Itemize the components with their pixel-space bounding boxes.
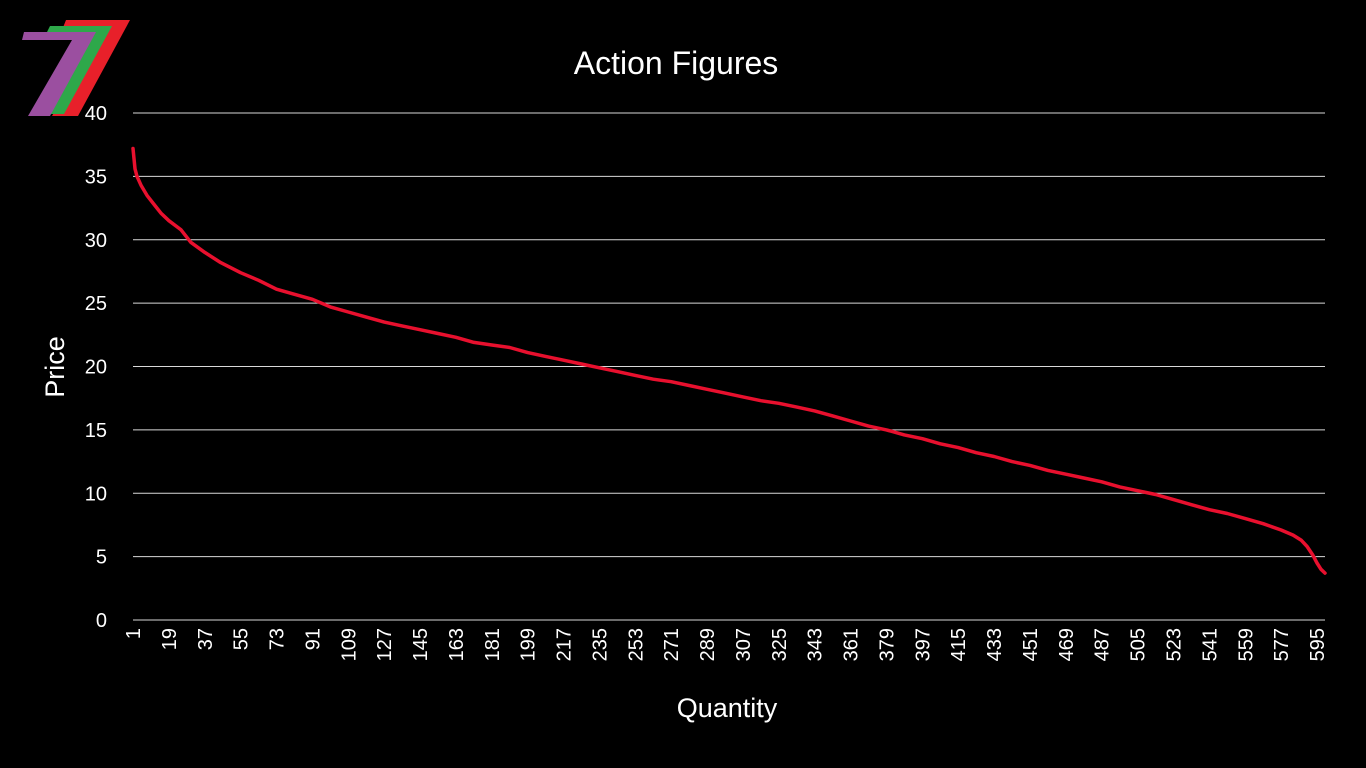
x-tick-label: 73 — [267, 628, 289, 650]
x-tick-label: 19 — [159, 628, 181, 650]
x-tick-label: 217 — [554, 628, 576, 661]
x-tick-label: 307 — [733, 628, 755, 661]
x-tick-label: 469 — [1056, 628, 1078, 661]
y-tick-label: 40 — [85, 103, 107, 125]
x-tick-label: 559 — [1235, 628, 1257, 661]
x-tick-label: 145 — [410, 628, 432, 661]
y-tick-label: 10 — [85, 483, 107, 505]
logo-purple-stripe — [22, 32, 96, 116]
x-tick-label: 271 — [661, 628, 683, 661]
x-tick-label: 181 — [482, 628, 504, 661]
x-tick-label: 595 — [1307, 628, 1329, 661]
x-tick-label: 235 — [589, 628, 611, 661]
x-tick-label: 361 — [841, 628, 863, 661]
x-tick-label: 433 — [984, 628, 1006, 661]
series-line-price — [131, 146, 1327, 575]
x-tick-label: 487 — [1092, 628, 1114, 661]
y-tick-label: 0 — [96, 610, 107, 632]
gridlines — [133, 112, 1325, 558]
x-tick-label: 523 — [1164, 628, 1186, 661]
x-tick-label: 397 — [912, 628, 934, 661]
x-tick-label: 109 — [338, 628, 360, 661]
x-tick-label: 127 — [374, 628, 396, 661]
x-tick-label: 577 — [1271, 628, 1293, 661]
x-tick-label: 253 — [625, 628, 647, 661]
x-tick-label: 451 — [1020, 628, 1042, 661]
x-tick-label: 541 — [1199, 628, 1221, 661]
seven-stripes-logo-icon — [22, 20, 130, 116]
x-tick-label: 55 — [231, 628, 253, 650]
y-axis-title: Price — [40, 336, 70, 398]
x-tick-label: 163 — [446, 628, 468, 661]
y-tick-label: 5 — [96, 547, 107, 569]
x-tick-label: 1 — [123, 628, 145, 639]
x-tick-label: 91 — [302, 628, 324, 650]
x-axis-title: Quantity — [677, 693, 778, 723]
x-axis-ticks: 1 19 37 55 73 91 109 127 145 163 181 199 217 235 253 27… — [123, 628, 1329, 661]
x-tick-label: 37 — [195, 628, 217, 650]
y-axis-ticks: 0 5 10 15 20 25 30 35 40 — [85, 103, 107, 632]
y-tick-label: 35 — [85, 166, 107, 188]
x-tick-label: 343 — [805, 628, 827, 661]
x-tick-label: 325 — [769, 628, 791, 661]
y-tick-label: 20 — [85, 357, 107, 379]
x-tick-label: 289 — [697, 628, 719, 661]
y-tick-label: 25 — [85, 293, 107, 315]
x-tick-label: 415 — [948, 628, 970, 661]
chart-title: Action Figures — [574, 45, 779, 81]
y-tick-label: 30 — [85, 230, 107, 252]
x-tick-label: 379 — [876, 628, 898, 661]
x-tick-label: 199 — [518, 628, 540, 661]
y-tick-label: 15 — [85, 420, 107, 442]
x-tick-label: 505 — [1128, 628, 1150, 661]
